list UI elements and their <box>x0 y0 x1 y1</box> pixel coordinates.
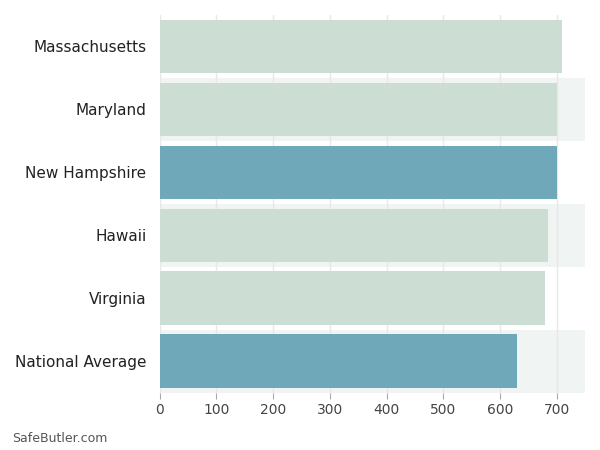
Bar <box>160 208 548 262</box>
Bar <box>160 330 585 392</box>
Text: SafeButler.com: SafeButler.com <box>12 432 107 446</box>
Bar <box>160 334 517 388</box>
Bar <box>160 15 585 78</box>
Bar <box>160 83 557 136</box>
Bar <box>160 204 585 267</box>
Bar <box>160 141 585 204</box>
Bar <box>160 271 545 325</box>
Bar <box>160 20 562 73</box>
Bar <box>160 146 557 199</box>
Bar <box>160 78 585 141</box>
Bar <box>160 267 585 330</box>
